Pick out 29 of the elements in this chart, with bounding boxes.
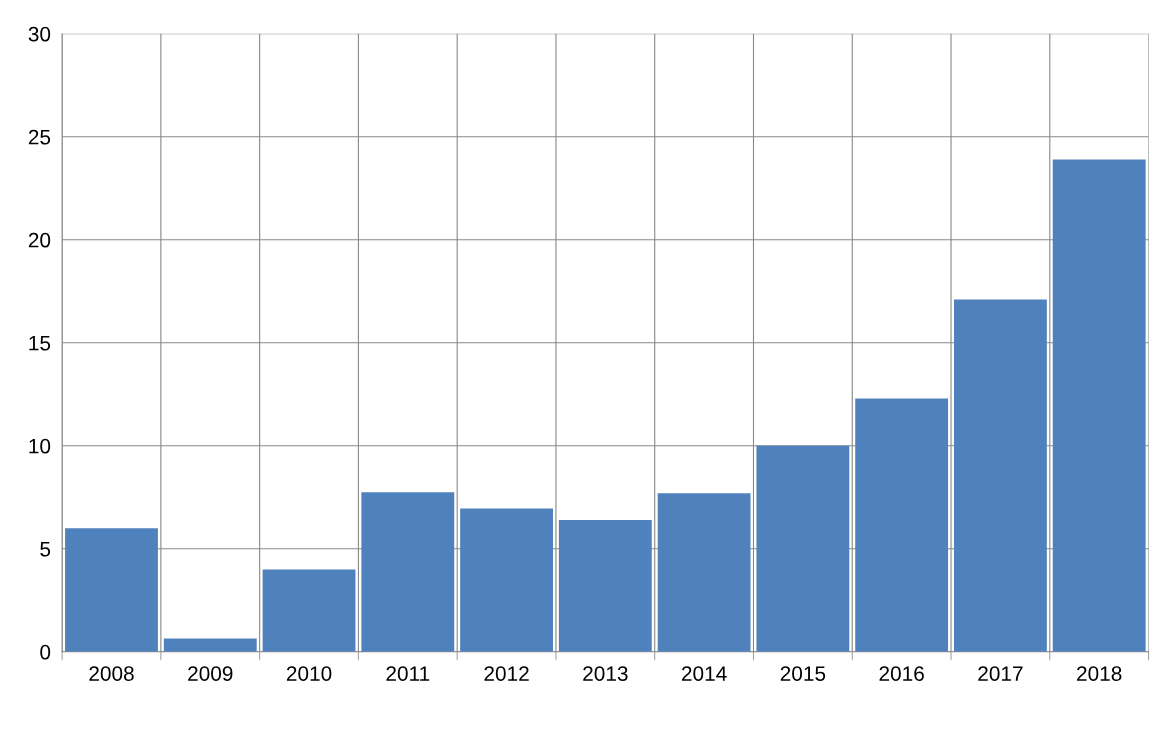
bar [558,519,652,652]
x-tick-label: 2009 [188,666,233,681]
y-tick-label: 10 [29,438,51,454]
bar [262,569,356,652]
x-tick-label: 2010 [286,666,332,681]
y-tick-label: 0 [40,644,51,660]
bar [855,398,949,652]
x-tick-label: 2008 [89,666,134,681]
x-tick-label: 2011 [386,666,430,681]
bar [1052,159,1146,652]
x-tick-label: 2013 [583,666,628,681]
x-tick-label: 2016 [879,666,924,681]
bar [361,492,455,652]
y-tick-label: 5 [40,542,51,557]
x-tick-label: 2018 [1077,666,1122,681]
y-tick-label: 15 [29,335,51,351]
x-tick-label: 2015 [780,666,826,681]
bar [756,445,850,652]
y-tick-label: 25 [28,129,51,145]
x-tick-label: 2017 [978,666,1023,681]
bar [657,493,751,652]
bar [65,528,158,652]
bar [460,508,553,652]
x-tick-label: 2014 [681,666,727,681]
x-tick-label: 2012 [484,666,529,681]
y-tick-label: 20 [28,232,51,248]
bar [163,638,257,652]
y-tick-label: 30 [28,26,51,42]
bar [953,299,1047,652]
